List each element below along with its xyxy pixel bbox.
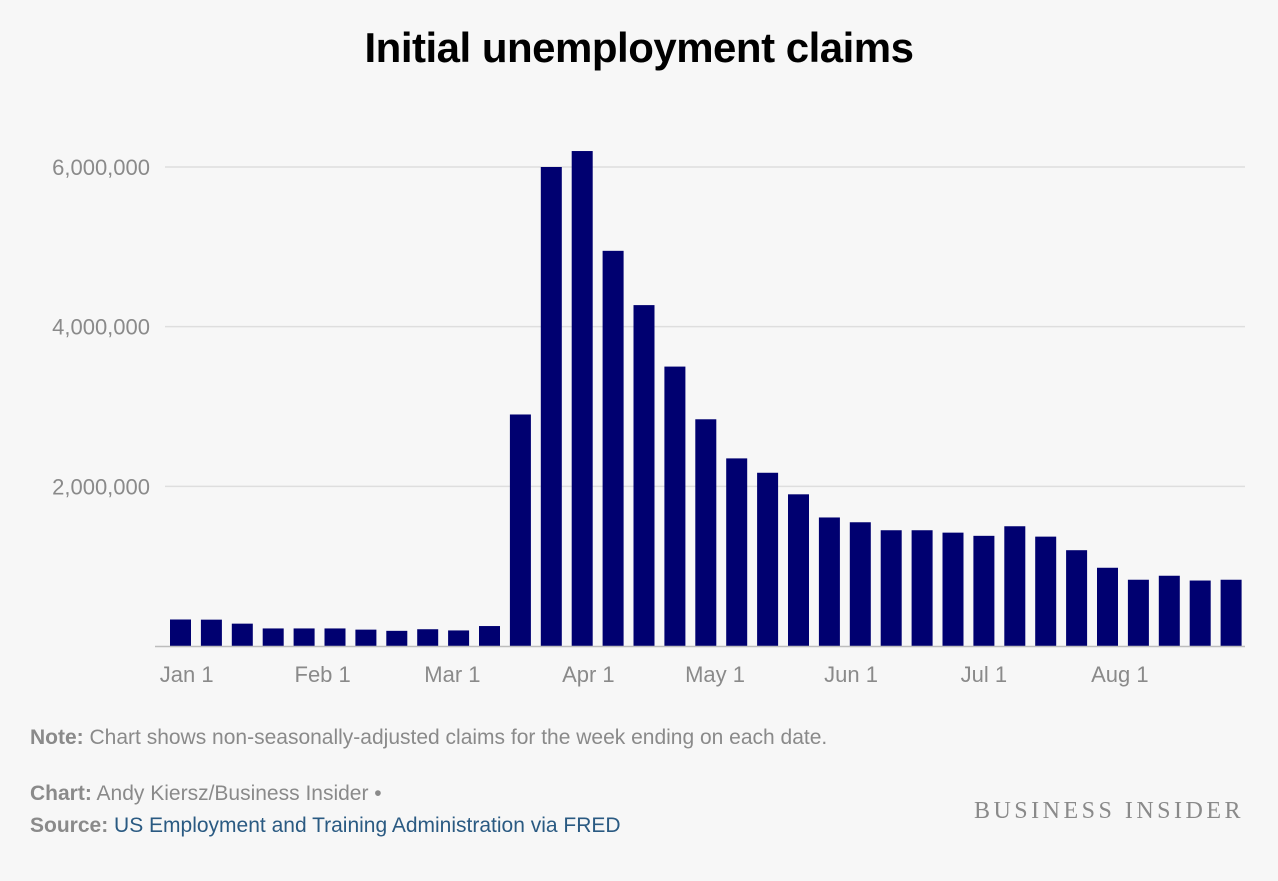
x-tick-label: Mar 1 <box>424 662 480 687</box>
bar <box>1127 579 1149 646</box>
bar <box>818 517 840 646</box>
bar <box>324 628 346 646</box>
bar <box>509 414 531 646</box>
y-tick-label: 2,000,000 <box>52 474 150 499</box>
source-label: Source: <box>30 814 109 837</box>
bar <box>1035 536 1057 646</box>
bar <box>448 630 470 646</box>
bar <box>1066 550 1088 646</box>
credit-label: Chart: <box>30 782 92 805</box>
chart-credit: Chart: Andy Kiersz/Business Insider • <box>30 782 382 806</box>
x-tick-label: Jun 1 <box>824 662 878 687</box>
x-tick-label: Jul 1 <box>961 662 1007 687</box>
bar <box>602 250 624 646</box>
bar <box>757 472 779 646</box>
x-tick-label: Jan 1 <box>160 662 214 687</box>
bar <box>355 629 377 646</box>
note-text: Chart shows non-seasonally-adjusted clai… <box>83 726 828 749</box>
x-tick-label: Apr 1 <box>562 662 615 687</box>
bar <box>1220 579 1242 646</box>
bar <box>664 366 686 646</box>
bar <box>540 167 562 646</box>
bar <box>849 522 871 646</box>
x-tick-label: Aug 1 <box>1091 662 1149 687</box>
bar <box>973 535 995 646</box>
chart-source: Source: US Employment and Training Admin… <box>30 814 621 838</box>
y-tick-label: 6,000,000 <box>52 155 150 180</box>
business-insider-logo: BUSINESS INSIDER <box>973 798 1244 824</box>
bar <box>911 530 933 646</box>
bar <box>479 626 500 646</box>
bar <box>571 151 593 647</box>
bar <box>1004 526 1026 646</box>
x-tick-label: May 1 <box>685 662 745 687</box>
bar <box>200 619 222 646</box>
bar <box>880 530 902 646</box>
bar <box>293 628 315 646</box>
y-tick-label: 4,000,000 <box>52 315 150 340</box>
x-tick-label: Feb 1 <box>295 662 351 687</box>
bar <box>788 494 809 646</box>
source-link[interactable]: US Employment and Training Administratio… <box>114 814 621 837</box>
credit-text: Andy Kiersz/Business Insider • <box>91 782 382 805</box>
bar <box>1189 580 1211 646</box>
bar <box>262 628 284 646</box>
bar <box>942 532 964 646</box>
bar <box>726 458 748 646</box>
bar <box>1158 575 1180 646</box>
chart-note: Note: Chart shows non-seasonally-adjuste… <box>30 726 827 750</box>
bar <box>695 419 717 646</box>
bar <box>417 629 439 646</box>
bar <box>633 305 655 646</box>
bar <box>170 619 191 646</box>
bar <box>231 623 253 646</box>
note-label: Note: <box>30 726 84 749</box>
bar-chart: 2,000,000 4,000,000 6,000,000 Jan 1 Feb 1 Mar… <box>52 151 1245 687</box>
bar <box>386 630 408 646</box>
bar <box>1097 567 1118 646</box>
chart-title: Initial unemployment claims <box>364 24 914 71</box>
